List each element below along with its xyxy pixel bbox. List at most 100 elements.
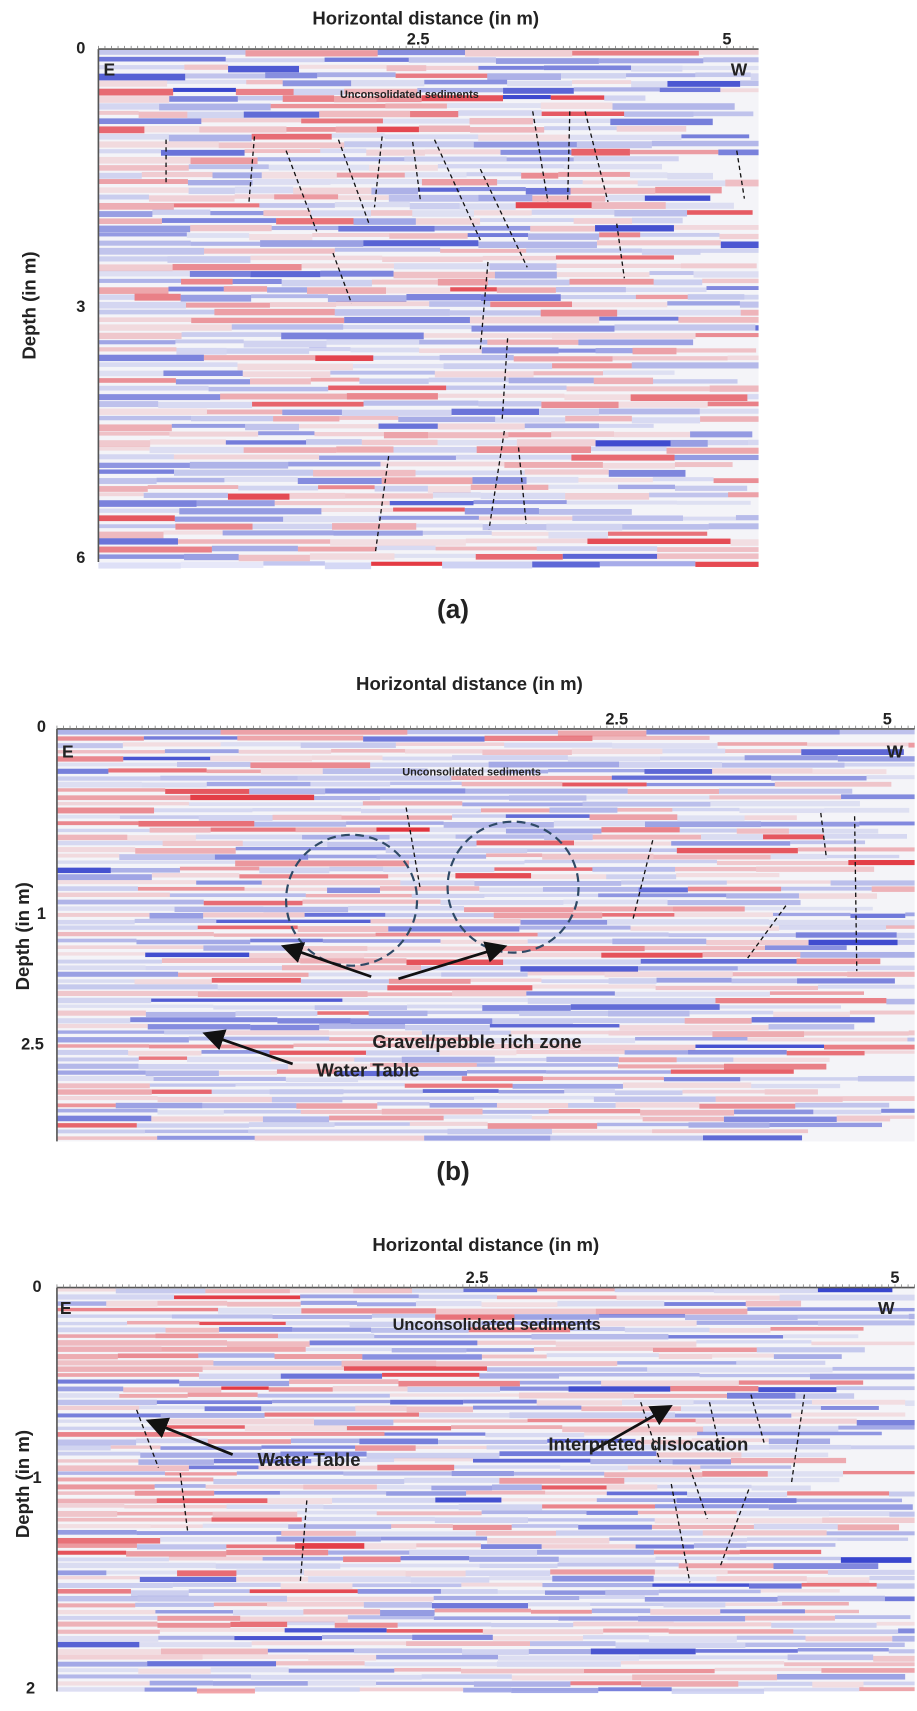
reflection (440, 248, 527, 253)
arrow (590, 1404, 673, 1453)
reflection (590, 1458, 673, 1465)
reflection (151, 872, 240, 878)
reflection (197, 925, 298, 930)
reflection (908, 1313, 915, 1320)
reflection (620, 1661, 785, 1665)
reflection (56, 892, 170, 898)
reflection (542, 1504, 656, 1509)
reflection (188, 802, 363, 807)
reflection (289, 492, 346, 499)
reflection (226, 1504, 324, 1509)
reflection (421, 1030, 511, 1035)
reflection (512, 1083, 623, 1089)
reflection (272, 814, 342, 820)
reflection (179, 1380, 290, 1387)
reflection (160, 1648, 268, 1655)
reflection (898, 1628, 915, 1634)
reflection (682, 65, 759, 71)
reflection (353, 218, 416, 225)
reflection (400, 1556, 470, 1561)
reflection (207, 1439, 291, 1444)
reflection (573, 156, 679, 162)
reflection (98, 446, 150, 451)
reflection (269, 1050, 366, 1055)
reflection (389, 233, 468, 239)
reflection (544, 1590, 606, 1595)
reflection (489, 1576, 553, 1581)
reflection (751, 1017, 875, 1023)
reflection (727, 355, 759, 361)
reflection (267, 1498, 333, 1504)
reflection (616, 125, 687, 132)
reflection (843, 1470, 915, 1475)
reflection (408, 57, 496, 63)
reflection (426, 65, 479, 71)
reflection (134, 1490, 215, 1496)
reflection (289, 1288, 354, 1293)
reflection (674, 485, 748, 491)
reflection (429, 301, 491, 307)
reflection (447, 1128, 552, 1135)
reflection (655, 1504, 769, 1509)
reflection (251, 1641, 407, 1646)
reflection (654, 1569, 728, 1575)
reflection (616, 1295, 780, 1300)
reflection (754, 1405, 821, 1410)
reflection (458, 110, 542, 116)
reflection (308, 1654, 377, 1661)
reflection (234, 186, 294, 194)
reflection (228, 65, 300, 73)
reflection (848, 860, 915, 866)
reflection (558, 1616, 639, 1621)
reflection (465, 788, 628, 794)
reflection (531, 1333, 669, 1340)
reflection (385, 913, 494, 918)
reflection (452, 991, 527, 997)
reflection (663, 1077, 741, 1082)
reflection (254, 1687, 360, 1692)
reflection (572, 50, 699, 56)
reflection (297, 775, 452, 781)
reflection (56, 1136, 158, 1140)
reflection (889, 1491, 915, 1497)
reflection (98, 165, 189, 171)
reflection (439, 354, 514, 361)
reflection (769, 1444, 851, 1450)
reflection (644, 1596, 778, 1602)
reflection (156, 477, 225, 483)
reflection (527, 971, 605, 976)
reflection (740, 1077, 858, 1081)
reflection (106, 1570, 178, 1575)
reflection (393, 1419, 528, 1423)
reflection (98, 324, 232, 331)
reflection (638, 887, 688, 893)
reflection (542, 1076, 664, 1081)
reflection (386, 1491, 467, 1496)
reflection (499, 1451, 657, 1457)
reflection (505, 814, 590, 818)
reflection (465, 49, 573, 57)
reflection (727, 1556, 841, 1561)
reflection (130, 1017, 278, 1023)
reflection (56, 1484, 155, 1490)
reflection (622, 1399, 694, 1405)
reflection (169, 893, 306, 898)
reflection (157, 1300, 228, 1306)
reflection (227, 493, 290, 500)
fault-line (332, 252, 353, 304)
reflection (650, 1609, 721, 1615)
reflection (149, 1044, 294, 1049)
reflection (340, 1563, 480, 1568)
reflection (488, 761, 620, 768)
reflection (479, 1373, 560, 1379)
reflection (56, 1004, 214, 1008)
reflection (388, 978, 471, 984)
reflection (698, 49, 759, 55)
reflection (493, 952, 602, 958)
reflection (329, 1115, 444, 1121)
reflection (300, 1109, 382, 1114)
reflection (524, 469, 609, 475)
reflection (98, 232, 187, 237)
reflection (655, 186, 722, 194)
reflection (374, 1334, 532, 1339)
